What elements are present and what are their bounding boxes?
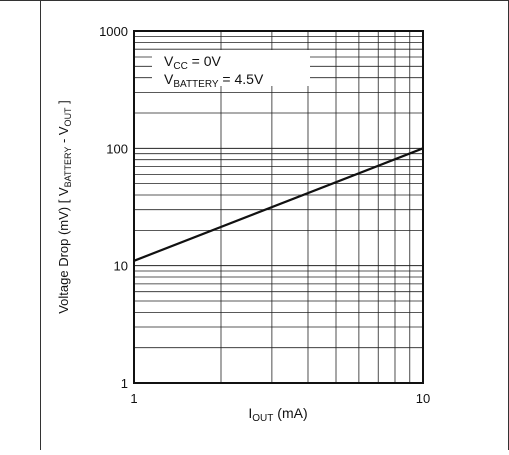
x-axis-label: IOUT (mA) bbox=[248, 405, 307, 424]
x-tick-label-10: 10 bbox=[416, 391, 430, 406]
series-line-voltage-drop bbox=[133, 147, 424, 262]
x-tick-label-1: 1 bbox=[130, 391, 137, 406]
y-tick-label-100: 100 bbox=[106, 141, 128, 156]
y-axis-label: Voltage Drop (mV) [ VBATTERY - VOUT ] bbox=[56, 100, 73, 314]
y-tick-label-1000: 1000 bbox=[99, 24, 128, 39]
y-tick-label-10: 10 bbox=[114, 259, 128, 274]
x-tick-labels: 1 10 bbox=[130, 391, 430, 406]
annotation-vbattery: VBATTERY = 4.5V bbox=[164, 71, 264, 90]
annotation-box bbox=[152, 50, 310, 86]
plot-area bbox=[133, 30, 424, 384]
grid bbox=[134, 31, 423, 383]
annotation-vcc: VCC = 0V bbox=[164, 53, 222, 72]
y-tick-label-1: 1 bbox=[121, 376, 128, 391]
y-tick-labels: 1 10 100 1000 bbox=[99, 24, 128, 391]
